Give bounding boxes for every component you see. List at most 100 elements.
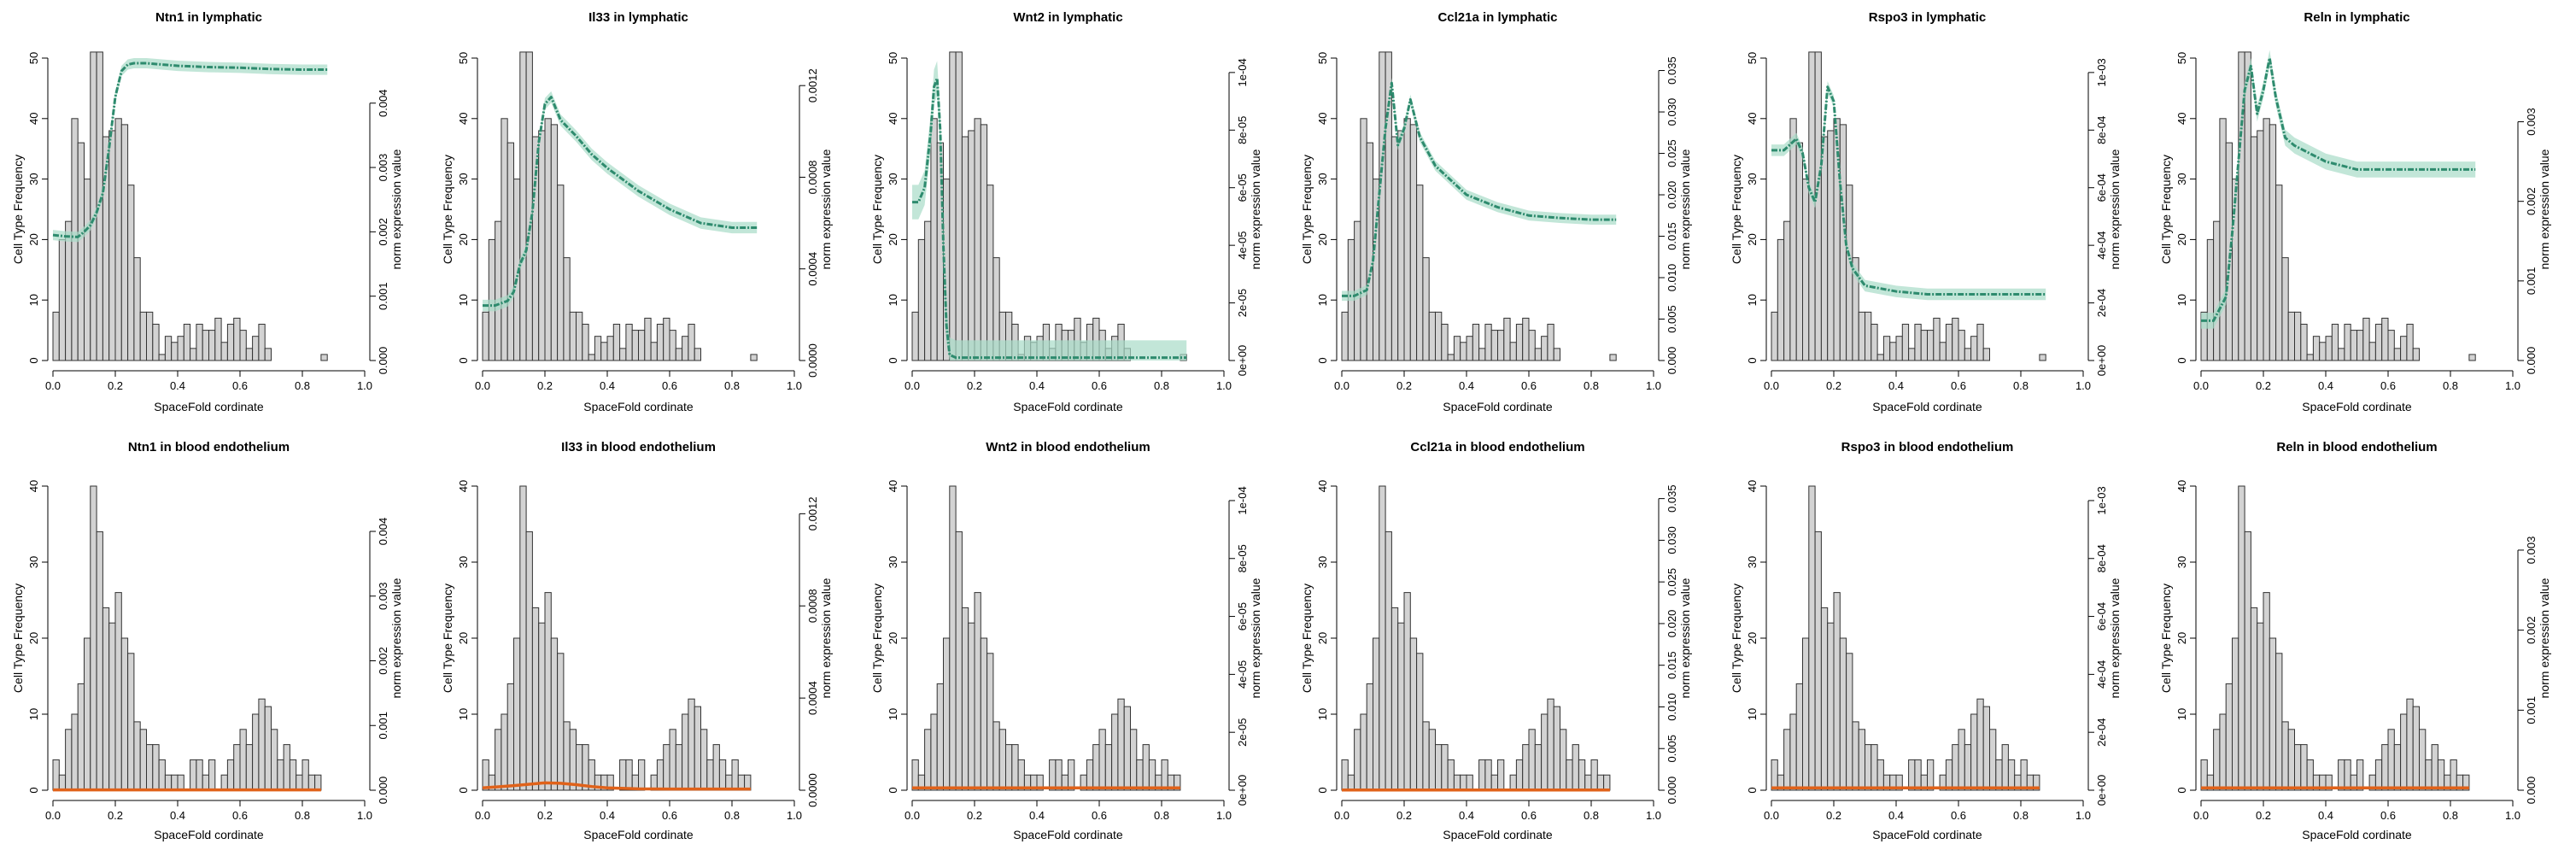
bar — [1553, 348, 1560, 361]
bar — [1441, 324, 1449, 361]
bar — [1123, 706, 1131, 791]
bar — [171, 774, 179, 791]
bar — [955, 51, 963, 361]
bar — [2368, 342, 2376, 361]
bar — [2213, 220, 2221, 361]
right-tick-label: 6e-05 — [1236, 173, 1249, 202]
bar — [1982, 348, 1990, 361]
bar — [146, 311, 154, 361]
x-axis-label: SpaceFold cordinate — [1443, 400, 1553, 413]
bar — [1901, 324, 1910, 361]
x-tick-label: 0.0 — [2193, 809, 2209, 822]
left-tick-label: 30 — [1316, 556, 1329, 568]
x-tick-label: 0.2 — [537, 379, 553, 392]
right-y-axis-label: norm expression value — [819, 149, 833, 269]
right-tick-label: 0.030 — [1666, 526, 1678, 554]
right-y-axis: 0e+00 2e-04 4e-04 6e-04 8e-04 1e-03 — [2087, 486, 2108, 806]
bar — [557, 185, 565, 361]
bar — [980, 637, 988, 791]
bar — [258, 324, 266, 361]
x-tick-label: 0.8 — [724, 809, 740, 822]
bar — [108, 622, 116, 791]
left-y-axis: 0 10 20 30 40 50 — [27, 52, 49, 364]
left-tick-label: 20 — [887, 233, 899, 245]
left-y-axis: 0 10 20 30 40 — [1746, 480, 1767, 794]
bar — [2281, 257, 2289, 361]
bar — [663, 744, 670, 791]
x-tick-label: 0.8 — [724, 379, 740, 392]
x-tick-label: 0.6 — [1092, 809, 1107, 822]
bar — [911, 759, 919, 791]
bar — [606, 336, 614, 361]
right-tick-label: 0.030 — [1666, 98, 1678, 126]
bar — [2219, 713, 2227, 791]
bar — [2374, 324, 2383, 361]
left-tick-label: 0 — [457, 357, 470, 363]
right-tick-label: 0e+00 — [2095, 775, 2108, 806]
bar — [706, 759, 714, 791]
bar — [2244, 51, 2251, 361]
bar — [2306, 354, 2314, 361]
right-tick-label: 0.010 — [1666, 693, 1678, 721]
bar — [482, 311, 489, 361]
x-axis-label: SpaceFold cordinate — [1443, 828, 1553, 841]
bar — [1428, 729, 1436, 791]
bar — [2450, 759, 2457, 791]
x-tick-label: 0.0 — [905, 379, 920, 392]
x-tick-label: 0.8 — [1584, 379, 1599, 392]
left-tick-label: 0 — [1746, 357, 1759, 363]
right-y-axis: 0.000 0.005 0.010 0.015 0.020 0.025 0.030 0.035 — [1658, 56, 1678, 374]
panel-il33-lymphatic: Il33 in lymphatic 0.0 0.2 0.4 0.6 0.8 1.0 Space… — [441, 10, 833, 413]
right-tick-label: 8e-05 — [1236, 544, 1249, 572]
bar — [114, 592, 122, 791]
bar — [663, 317, 670, 361]
bar — [1011, 744, 1019, 791]
right-tick-label: 0.003 — [377, 154, 389, 182]
bar — [1347, 774, 1355, 791]
left-tick-label: 10 — [1316, 294, 1329, 306]
right-tick-label: 0.004 — [377, 89, 389, 117]
bar — [955, 531, 963, 791]
bar — [1111, 713, 1119, 791]
x-tick-label: 1.0 — [1646, 379, 1661, 392]
left-tick-label: 20 — [2175, 632, 2188, 644]
right-tick-label: 0.000 — [1666, 777, 1678, 805]
x-tick-label: 0.0 — [475, 809, 490, 822]
right-y-axis: 0.0000 0.0004 0.0008 0.0012 — [799, 68, 819, 378]
bar — [1366, 142, 1373, 361]
bar — [146, 744, 154, 791]
expression-line — [1342, 81, 1617, 297]
histogram-bars — [911, 51, 1187, 361]
bar — [1970, 713, 1978, 791]
bar — [58, 238, 67, 361]
left-tick-label: 20 — [1746, 632, 1759, 644]
bar — [2287, 311, 2295, 361]
bar — [1914, 759, 1922, 791]
left-y-axis: 0 10 20 30 40 — [2175, 480, 2197, 794]
bar — [712, 744, 720, 791]
bar — [1541, 713, 1549, 791]
bar — [1876, 354, 1884, 361]
bar — [84, 637, 91, 791]
right-tick-label: 1e-04 — [1236, 486, 1249, 514]
right-y-axis: 0e+00 2e-05 4e-05 6e-05 8e-05 1e-04 — [1228, 58, 1249, 376]
left-tick-label: 0 — [1316, 787, 1329, 793]
bar — [1068, 759, 1075, 791]
left-tick-label: 0 — [2175, 787, 2188, 793]
left-y-axis-label: Cell Type Frequency — [2159, 583, 2173, 693]
bar — [220, 342, 228, 361]
x-axis: 0.0 0.2 0.4 0.6 0.8 1.0 — [475, 370, 802, 392]
right-y-axis: 0.000 0.001 0.002 0.003 0.004 — [369, 518, 389, 804]
bar — [1509, 342, 1517, 361]
right-tick-label: 0.005 — [1666, 305, 1678, 333]
bar — [1808, 51, 1816, 361]
expression-line — [2201, 56, 2476, 322]
bar — [289, 759, 297, 791]
bar — [1958, 729, 1965, 791]
bar — [2331, 324, 2339, 361]
bar — [550, 124, 559, 361]
x-tick-label: 1.0 — [2075, 809, 2091, 822]
bar — [1447, 354, 1455, 361]
bar — [1490, 774, 1498, 791]
